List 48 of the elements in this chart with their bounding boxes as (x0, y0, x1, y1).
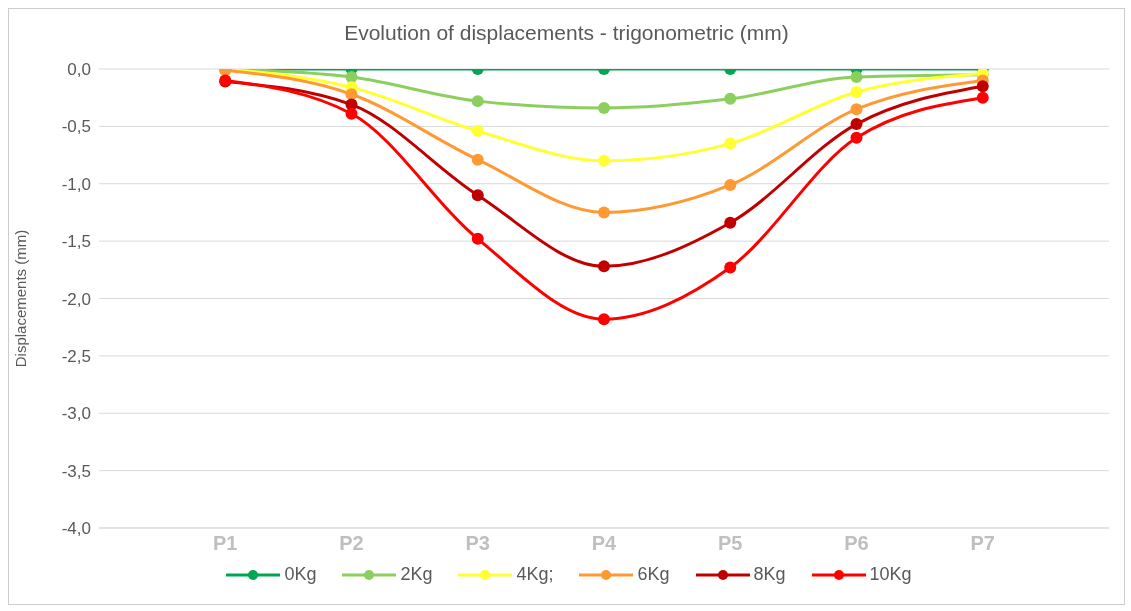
point (724, 216, 737, 229)
legend-label: 10Kg (869, 564, 912, 585)
y-tick-label: -2,5 (61, 346, 91, 366)
x-tick-label: P7 (970, 532, 995, 555)
y-axis-title: Displacements (mm) (12, 229, 30, 368)
y-tick-label: -4,0 (61, 519, 91, 539)
point (598, 206, 610, 219)
point (598, 154, 610, 167)
legend-label: 2Kg (400, 564, 433, 585)
legend-label: 8Kg (753, 564, 786, 585)
point (471, 153, 484, 166)
chart-title: Evolution of displacements - trigonometric (mm) (343, 20, 790, 46)
point (724, 92, 737, 105)
y-tick-label: -0,5 (61, 117, 91, 137)
point (850, 71, 863, 84)
legend-label: 4Kg; (516, 564, 554, 585)
x-tick-label: P3 (465, 532, 490, 555)
y-tick-label: -3,5 (61, 461, 91, 481)
legend-label: 0Kg (284, 564, 317, 585)
point (345, 88, 358, 101)
x-tick-label: P6 (844, 532, 869, 555)
point (598, 102, 610, 115)
point (345, 107, 358, 120)
point (850, 118, 863, 131)
y-tick-label: -3,0 (61, 404, 91, 424)
y-tick-label: -2,0 (61, 289, 91, 309)
y-tick-label: -1,0 (61, 174, 91, 194)
point (471, 189, 484, 202)
x-tick-label: P4 (591, 532, 618, 555)
x-tick-label: P1 (213, 532, 238, 555)
point (976, 91, 989, 104)
point (724, 137, 737, 150)
legend-label: 6Kg (637, 564, 670, 585)
point (598, 260, 610, 273)
y-tick-label: 0,0 (67, 60, 91, 80)
y-tick-label: -1,5 (61, 232, 91, 252)
point (598, 313, 610, 326)
point (850, 103, 863, 116)
x-tick-label: P2 (339, 532, 364, 555)
point (471, 124, 484, 137)
point (850, 131, 863, 144)
point (976, 80, 989, 93)
point (724, 261, 737, 274)
point (850, 85, 863, 98)
point (471, 232, 484, 245)
point (724, 178, 737, 191)
point (471, 95, 484, 108)
x-tick-label: P5 (718, 532, 743, 555)
